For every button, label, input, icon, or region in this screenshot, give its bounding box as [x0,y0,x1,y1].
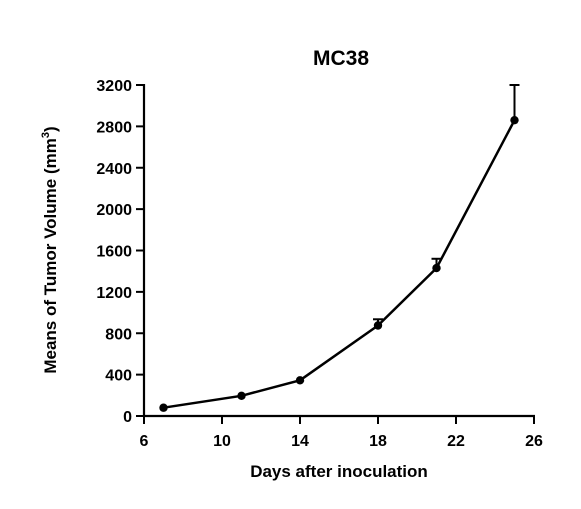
chart-title: MC38 [313,47,369,70]
y-tick-label: 1200 [96,285,132,302]
y-tick-label: 0 [123,409,132,426]
plot-area [159,84,520,412]
data-point [295,376,305,385]
data-point [373,321,383,330]
data-point [237,391,246,401]
y-tick-label: 800 [105,326,132,343]
x-tick-label: 26 [525,433,543,450]
x-tick-label: 10 [213,433,231,450]
y-tick-label: 2000 [96,202,132,219]
y-axis-label-exponent: 3 [40,132,52,138]
y-tick-label: 3200 [96,78,132,95]
series-line [163,119,516,409]
y-tick-label: 1600 [96,244,132,261]
x-tick-label: 22 [447,433,465,450]
y-axis-label: Means of Tumor Volume (mm3) [40,126,60,373]
x-tick-label: 14 [291,433,309,450]
data-point [510,115,519,125]
data-point [432,263,441,273]
y-axis-label-close: ) [41,126,60,132]
x-axis: 6 10 14 18 22 26 [140,414,543,450]
x-tick-label: 6 [140,433,149,450]
data-point [159,403,168,412]
x-axis-label: Days after inoculation [250,462,428,481]
y-tick-label: 400 [105,368,132,385]
y-tick-label: 2800 [96,119,132,136]
x-tick-label: 18 [369,433,387,450]
y-axis-label-text: Means of Tumor Volume (mm [41,138,60,374]
y-axis: 0 400 800 1200 1600 2000 2400 2800 3200 [96,78,146,426]
y-tick-label: 2400 [96,161,132,178]
